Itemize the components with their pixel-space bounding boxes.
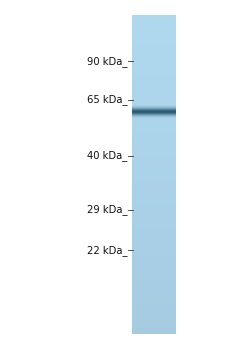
Text: 22 kDa_: 22 kDa_ — [87, 245, 127, 256]
Text: 90 kDa_: 90 kDa_ — [87, 56, 127, 67]
Text: 65 kDa_: 65 kDa_ — [87, 94, 127, 105]
Text: 29 kDa_: 29 kDa_ — [87, 204, 127, 216]
Text: 40 kDa_: 40 kDa_ — [87, 150, 127, 161]
